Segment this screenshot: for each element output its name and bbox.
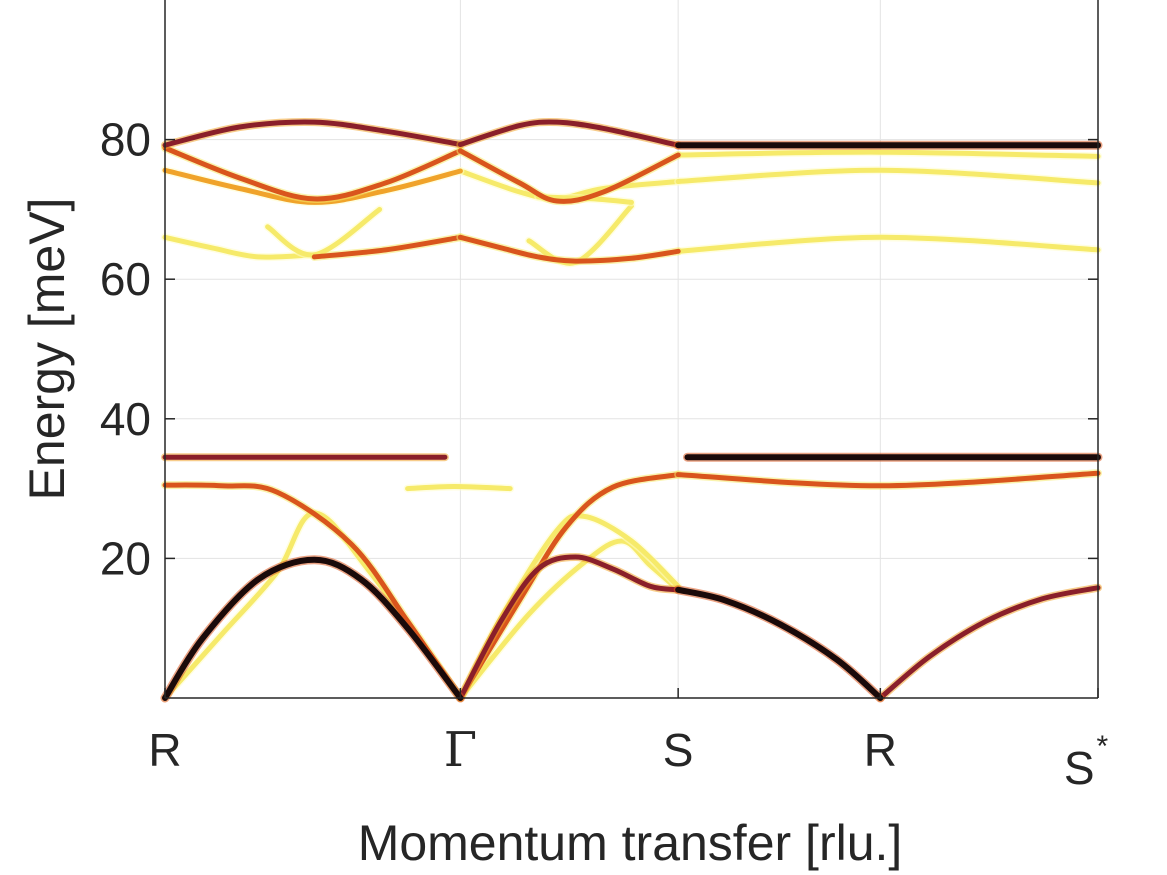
x-tick-label: S* <box>1064 730 1109 794</box>
x-axis-label: Momentum transfer [rlu.] <box>358 815 903 871</box>
band-line <box>405 484 513 492</box>
y-axis-label: Energy [meV] <box>19 198 75 501</box>
y-tick-label: 40 <box>100 393 151 445</box>
x-tick-label: S <box>663 724 694 776</box>
x-tick-label: Γ <box>444 722 477 778</box>
band-line <box>457 538 681 701</box>
band-line <box>675 167 1101 186</box>
band-line <box>675 149 1101 159</box>
band-line <box>162 145 463 202</box>
x-tick-label: R <box>148 724 181 776</box>
x-tick-label-superscript: * <box>1097 730 1109 763</box>
band-line <box>675 234 1101 254</box>
y-tick-label: 80 <box>100 114 151 166</box>
band-line <box>877 585 1101 701</box>
band-line <box>311 234 463 260</box>
band-line <box>162 556 464 701</box>
band-line <box>457 234 681 264</box>
axes <box>164 0 1099 699</box>
band-line <box>457 554 681 701</box>
x-tick-label: R <box>864 724 897 776</box>
band-layer <box>160 117 1103 703</box>
band-line <box>457 148 681 204</box>
tick-labels: 20 40 60 80 R Γ S R S* <box>100 114 1109 794</box>
plot-background <box>165 0 1098 698</box>
band-line <box>457 119 681 148</box>
band-line <box>457 472 681 701</box>
band-line <box>675 586 884 701</box>
band-line <box>162 119 463 148</box>
band-line <box>162 234 317 260</box>
y-tick-label: 20 <box>100 532 151 584</box>
band-line <box>675 470 1101 489</box>
y-tick-label: 60 <box>100 253 151 305</box>
